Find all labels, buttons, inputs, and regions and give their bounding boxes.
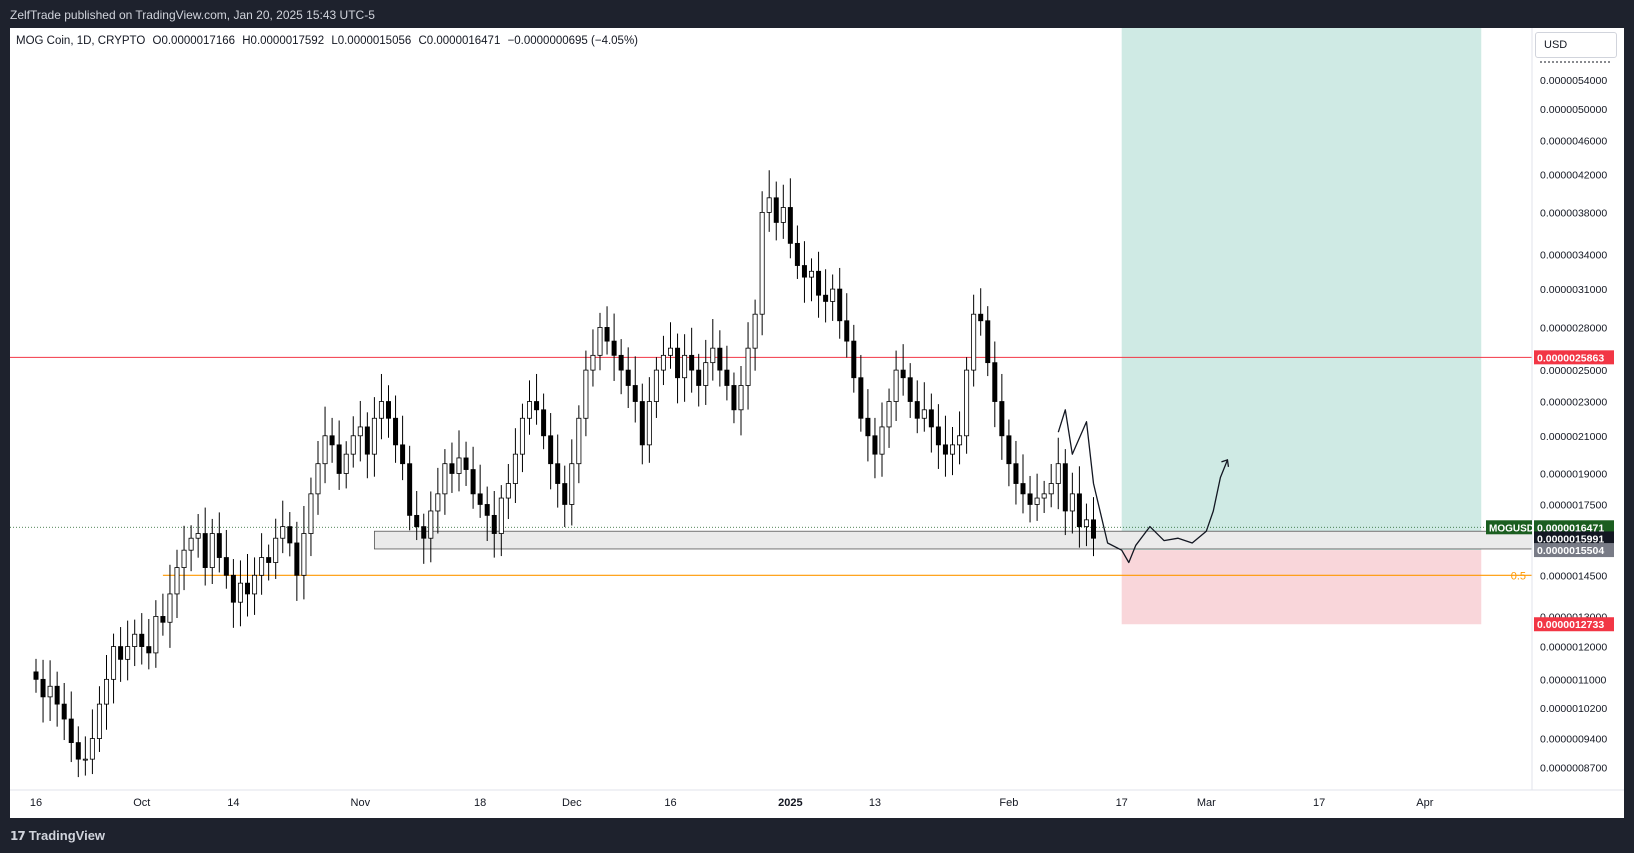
close-label: C xyxy=(418,35,427,47)
publisher-line: ZelfTrade published on TradingView.com, … xyxy=(10,8,375,22)
high-label: H xyxy=(242,35,251,47)
low-value: 0.0000015056 xyxy=(337,35,412,47)
high-value: 0.0000017592 xyxy=(250,35,325,47)
footer-bar: 17 TradingView xyxy=(0,818,1634,853)
currency-label: USD xyxy=(1544,39,1568,51)
tradingview-logo[interactable]: 17 TradingView xyxy=(10,828,105,843)
tv-logo-icon: 17 xyxy=(10,828,26,843)
publisher-bar: ZelfTrade published on TradingView.com, … xyxy=(0,0,1634,28)
low-label: L xyxy=(331,35,338,47)
ohlc-legend: MOG Coin, 1D, CRYPTO O0.0000017166 H0.00… xyxy=(16,35,642,47)
close-value: 0.0000016471 xyxy=(426,35,501,47)
symbol-label[interactable]: MOG Coin, 1D, CRYPTO xyxy=(16,35,146,47)
footer-brand: TradingView xyxy=(28,828,106,843)
currency-selector[interactable]: USD xyxy=(1535,32,1617,58)
open-value: 0.0000017166 xyxy=(161,35,236,47)
open-label: O xyxy=(152,35,162,47)
change-value: −0.0000000695 (−4.05%) xyxy=(507,35,639,47)
chart-frame[interactable] xyxy=(10,28,1624,818)
